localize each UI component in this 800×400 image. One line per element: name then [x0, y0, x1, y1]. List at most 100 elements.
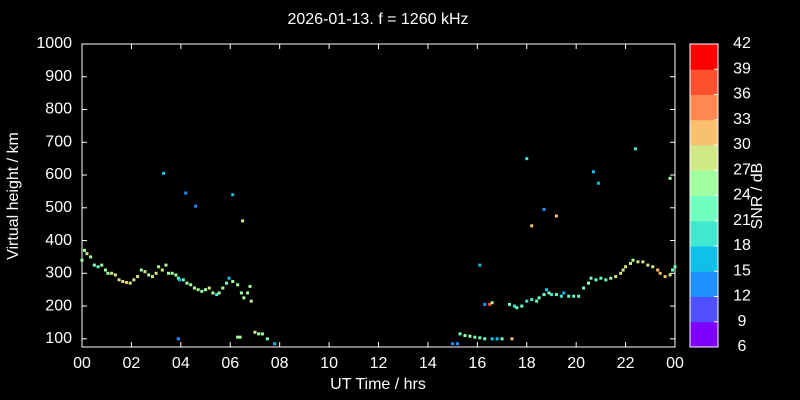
x-tick-label: 18 — [518, 355, 536, 372]
data-point — [473, 335, 477, 339]
data-point — [641, 260, 645, 264]
colorbar-swatch — [690, 220, 718, 247]
data-point — [154, 271, 158, 275]
data-point — [157, 265, 161, 269]
data-point — [265, 337, 269, 341]
data-point — [572, 294, 576, 298]
data-point — [110, 271, 114, 275]
colorbar-tick-label: 27 — [733, 161, 751, 178]
y-tick-label: 400 — [45, 232, 72, 249]
data-point — [225, 281, 229, 285]
data-point — [547, 291, 551, 295]
data-point — [520, 304, 524, 308]
data-point — [488, 302, 492, 306]
data-point — [668, 273, 672, 277]
data-point — [604, 278, 608, 282]
data-point — [162, 171, 166, 175]
colorbar-swatch — [690, 170, 718, 196]
data-point — [241, 219, 245, 223]
data-point — [537, 296, 541, 300]
data-point — [594, 278, 598, 282]
data-point — [624, 265, 628, 269]
x-tick-label: 16 — [468, 355, 486, 372]
y-tick-label: 800 — [45, 101, 72, 118]
data-point — [124, 280, 128, 284]
colorbar-tick-label: 39 — [733, 60, 751, 77]
data-point — [636, 260, 640, 264]
data-point — [128, 281, 132, 285]
data-point — [253, 330, 257, 334]
colorbar-tick-label: 42 — [733, 35, 751, 52]
data-point — [619, 271, 623, 275]
y-tick-label: 900 — [45, 68, 72, 85]
data-point — [80, 258, 84, 262]
colorbar-swatch — [690, 145, 718, 171]
data-point — [132, 278, 136, 282]
data-point — [451, 342, 455, 346]
data-point — [257, 332, 261, 336]
data-point — [139, 268, 143, 272]
colorbar-tick-label: 36 — [733, 86, 751, 103]
colorbar-swatch — [690, 296, 718, 323]
data-point — [82, 248, 86, 252]
data-point — [559, 294, 563, 298]
data-point — [164, 263, 168, 267]
x-tick-label: 00 — [666, 355, 684, 372]
colorbar-tick-label: 24 — [733, 187, 751, 204]
colorbar-tick-label: 9 — [738, 313, 747, 330]
data-point — [530, 224, 534, 228]
data-point — [500, 337, 504, 341]
data-point — [515, 306, 519, 310]
data-point — [554, 214, 558, 218]
data-point — [535, 299, 539, 303]
data-point — [651, 265, 655, 269]
data-point — [591, 170, 595, 174]
data-point — [248, 284, 252, 288]
data-point — [663, 275, 667, 279]
data-point — [121, 279, 125, 283]
data-point — [211, 291, 215, 295]
x-tick-label: 22 — [617, 355, 635, 372]
data-point — [150, 275, 154, 279]
y-axis-label: Virtual height / km — [5, 132, 22, 260]
colorbar-swatch — [690, 119, 718, 146]
data-point — [176, 276, 180, 280]
x-tick-label: 14 — [419, 355, 437, 372]
data-point — [658, 271, 662, 275]
y-tick-label: 1000 — [36, 35, 72, 52]
data-point — [96, 265, 100, 269]
data-point — [273, 342, 277, 346]
data-point — [596, 181, 600, 185]
data-point — [189, 283, 193, 287]
data-point — [231, 279, 235, 283]
data-point — [589, 276, 593, 280]
data-point — [242, 296, 246, 300]
data-point — [507, 302, 511, 306]
data-point — [577, 294, 581, 298]
data-point — [200, 289, 204, 293]
data-point — [176, 337, 180, 341]
data-point — [549, 293, 553, 297]
data-point — [239, 291, 243, 295]
data-point — [192, 286, 196, 290]
colorbar-tick-label: 21 — [733, 212, 751, 229]
data-point — [525, 299, 529, 303]
data-point — [204, 288, 208, 292]
data-point — [184, 191, 188, 195]
data-point — [633, 147, 637, 151]
data-point — [238, 335, 242, 339]
x-tick-label: 08 — [271, 355, 289, 372]
colorbar-tick-label: 18 — [733, 237, 751, 254]
data-point — [629, 261, 633, 265]
colorbar-swatch — [690, 94, 718, 121]
x-axis-label: UT Time / hrs — [330, 376, 426, 393]
data-point — [207, 286, 211, 290]
colorbar-tick-label: 12 — [733, 288, 751, 305]
data-point — [227, 276, 231, 280]
data-point — [483, 337, 487, 341]
colorbar-tick-label: 15 — [733, 262, 751, 279]
data-point — [236, 283, 240, 287]
colorbar-tick-label: 30 — [733, 136, 751, 153]
data-point — [170, 271, 174, 275]
